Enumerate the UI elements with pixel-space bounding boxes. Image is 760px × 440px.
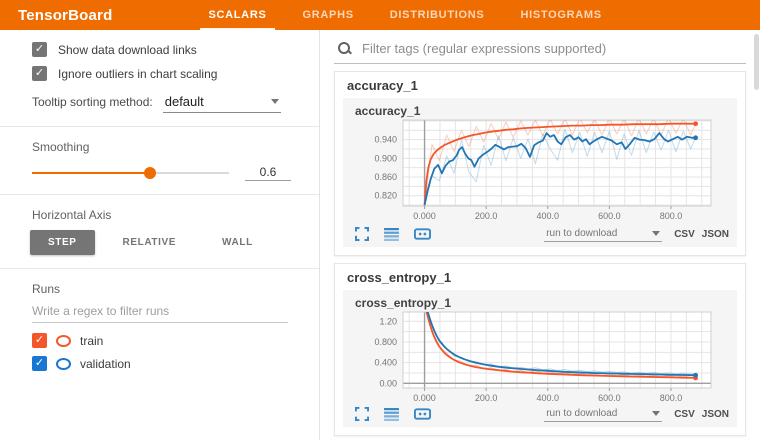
svg-text:0.940: 0.940: [374, 135, 397, 145]
app-header: TensorBoard SCALARS GRAPHS DISTRIBUTIONS…: [0, 0, 760, 30]
svg-text:800.0: 800.0: [660, 393, 683, 403]
tag-section-accuracy: accuracy_1 accuracy_1 0.000 200.0 400.0 600…: [334, 71, 746, 256]
runs-label: Runs: [32, 282, 61, 296]
tab-histograms[interactable]: HISTOGRAMS: [520, 9, 602, 21]
json-link[interactable]: JSON: [701, 408, 729, 420]
show-download-links-checkbox[interactable]: [32, 42, 47, 57]
smoothing-label: Smoothing: [32, 140, 90, 154]
download-group: run to download CSV JSON: [544, 227, 729, 242]
svg-text:800.0: 800.0: [660, 211, 683, 221]
svg-text:400.0: 400.0: [536, 211, 559, 221]
scrollbar[interactable]: [754, 34, 759, 90]
tag-section-cross-entropy: cross_entropy_1 cross_entropy_1 0.000 200…: [334, 263, 746, 436]
settings-sidebar: Show data download links Ignore outliers…: [0, 30, 320, 440]
axis-step-button[interactable]: STEP: [30, 230, 95, 255]
section-title[interactable]: accuracy_1: [347, 78, 418, 93]
axis-relative-button[interactable]: RELATIVE: [105, 230, 195, 255]
smoothing-slider[interactable]: [32, 166, 229, 180]
svg-text:0.00: 0.00: [379, 378, 397, 388]
expand-chart-icon[interactable]: [355, 227, 369, 241]
svg-text:0.000: 0.000: [413, 211, 436, 221]
run-train-label: train: [80, 333, 104, 348]
run-item-train[interactable]: train: [32, 333, 291, 348]
section-title[interactable]: cross_entropy_1: [347, 270, 452, 285]
tooltip-sorting-dropdown[interactable]: default: [162, 93, 281, 113]
svg-text:0.000: 0.000: [413, 393, 436, 403]
tag-filter-row: [334, 38, 746, 64]
download-links: CSV JSON: [674, 229, 729, 240]
svg-text:400.0: 400.0: [536, 393, 559, 403]
ignore-outliers-label: Ignore outliers in chart scaling: [58, 66, 218, 81]
chart-toolbar: run to download CSV JSON: [351, 405, 731, 423]
runs-filter-input[interactable]: [32, 302, 288, 323]
tag-filter-input[interactable]: [360, 40, 744, 57]
run-validation-checkbox[interactable]: [32, 356, 47, 371]
slider-fill: [32, 171, 151, 174]
log-scale-toggle-icon[interactable]: [384, 407, 399, 421]
download-group: run to download CSV JSON: [544, 407, 729, 422]
chart-title: cross_entropy_1: [355, 296, 452, 310]
svg-text:0.820: 0.820: [374, 191, 397, 201]
tab-graphs[interactable]: GRAPHS: [302, 9, 354, 21]
axis-wall-button[interactable]: WALL: [204, 230, 271, 255]
run-to-download-label: run to download: [546, 227, 618, 239]
svg-text:200.0: 200.0: [475, 211, 498, 221]
divider: [0, 126, 319, 127]
json-link[interactable]: JSON: [701, 228, 729, 240]
cross-entropy-line-chart[interactable]: 0.000 200.0 400.0 600.0 800.0 0.00 0.400 0.800 1…: [351, 310, 723, 404]
log-scale-toggle-icon[interactable]: [384, 227, 399, 241]
tab-scalars[interactable]: SCALARS: [200, 0, 275, 30]
chevron-down-icon: [652, 230, 661, 236]
tooltip-sorting-label: Tooltip sorting method:: [32, 95, 153, 109]
expand-chart-icon[interactable]: [355, 407, 369, 421]
svg-text:0.400: 0.400: [374, 358, 397, 368]
ignore-outliers-checkbox[interactable]: [32, 66, 47, 81]
chart-card-accuracy: accuracy_1 0.000 200.0 400.0 600.0 800.0 0.82…: [343, 98, 737, 247]
slider-knob[interactable]: [144, 166, 157, 179]
run-to-download-dropdown[interactable]: run to download: [544, 407, 663, 422]
divider: [0, 268, 319, 269]
run-to-download-label: run to download: [546, 407, 618, 419]
accuracy-line-chart[interactable]: 0.000 200.0 400.0 600.0 800.0 0.820 0.860 0.900…: [351, 118, 723, 224]
nav-tabs: SCALARS GRAPHS DISTRIBUTIONS HISTOGRAMS: [200, 0, 602, 30]
smoothing-value-input[interactable]: [245, 164, 291, 181]
run-to-download-dropdown[interactable]: run to download: [544, 227, 663, 242]
fit-domain-icon[interactable]: [414, 228, 431, 240]
svg-text:200.0: 200.0: [475, 393, 498, 403]
tooltip-sorting-value: default: [164, 94, 204, 109]
svg-text:600.0: 600.0: [598, 393, 621, 403]
run-validation-isolator-icon[interactable]: [56, 357, 71, 370]
search-icon: [338, 42, 351, 55]
show-download-links-label: Show data download links: [58, 42, 197, 57]
horizontal-axis-label: Horizontal Axis: [32, 208, 112, 222]
run-train-isolator-icon[interactable]: [56, 334, 71, 347]
chevron-down-icon: [652, 410, 661, 416]
svg-text:0.860: 0.860: [374, 172, 397, 182]
svg-text:1.20: 1.20: [379, 316, 397, 326]
fit-domain-icon[interactable]: [414, 408, 431, 420]
csv-link[interactable]: CSV: [674, 408, 695, 420]
chart-title: accuracy_1: [355, 104, 421, 118]
app-title: TensorBoard: [18, 6, 113, 24]
svg-text:600.0: 600.0: [598, 211, 621, 221]
svg-text:0.900: 0.900: [374, 153, 397, 163]
csv-link[interactable]: CSV: [674, 228, 695, 240]
horizontal-axis-buttons: STEP RELATIVE WALL: [30, 230, 291, 255]
chart-toolbar: run to download CSV JSON: [351, 225, 731, 243]
chart-card-cross-entropy: cross_entropy_1 0.000 200.0 400.0 600.0 800.…: [343, 290, 737, 427]
chevron-down-icon: [270, 99, 279, 104]
divider: [0, 194, 319, 195]
tab-distributions[interactable]: DISTRIBUTIONS: [389, 9, 485, 21]
dashboard-main: accuracy_1 accuracy_1 0.000 200.0 400.0 600…: [320, 30, 760, 440]
run-item-validation[interactable]: validation: [32, 356, 291, 371]
run-validation-label: validation: [80, 356, 131, 371]
svg-text:0.800: 0.800: [374, 337, 397, 347]
download-links: CSV JSON: [674, 409, 729, 420]
run-train-checkbox[interactable]: [32, 333, 47, 348]
